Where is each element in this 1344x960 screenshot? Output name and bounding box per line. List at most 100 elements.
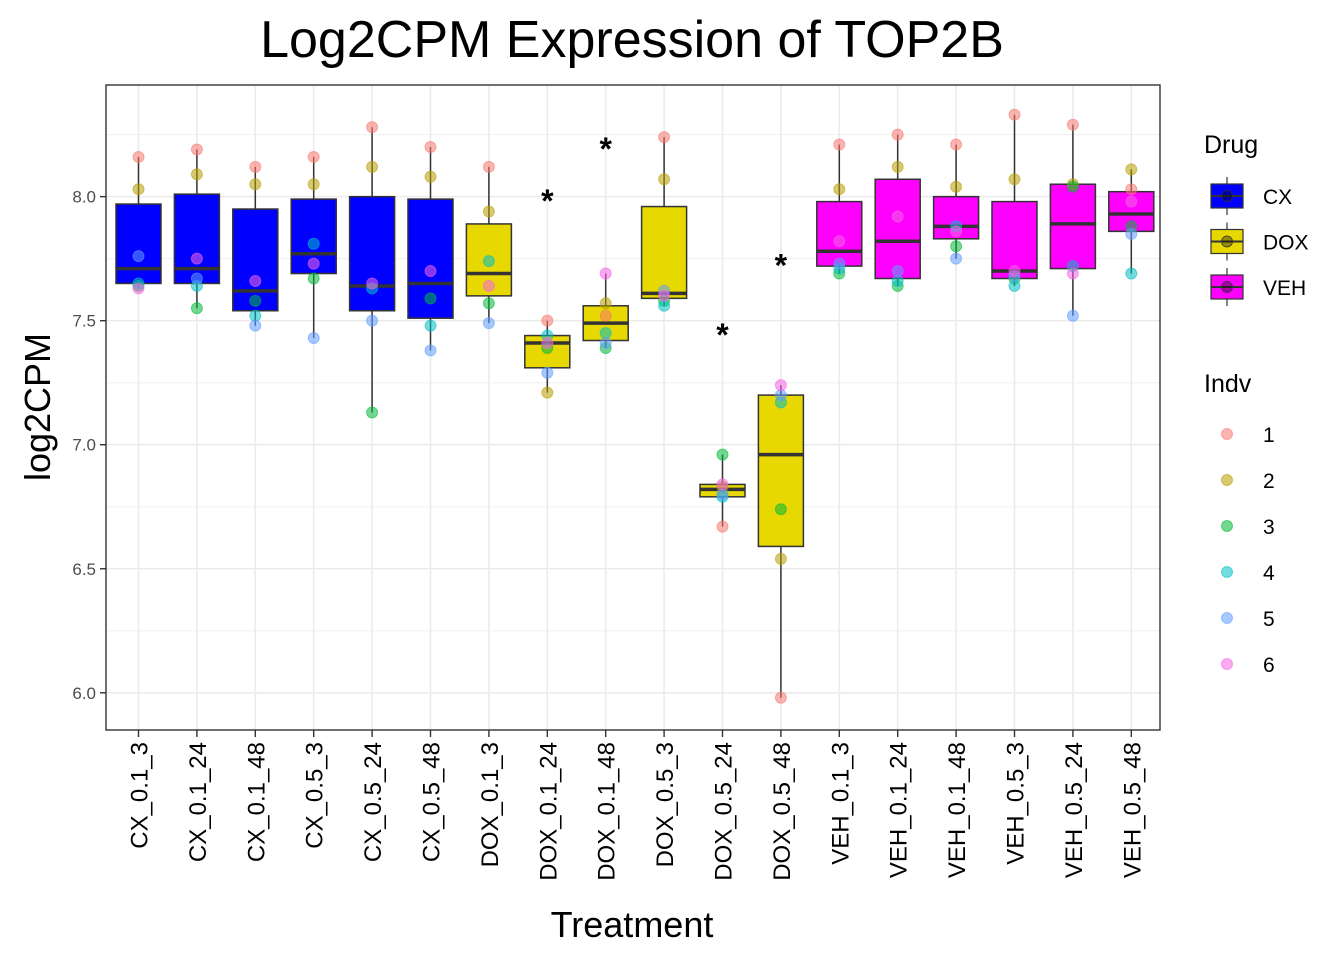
data-point-indv-1	[1066, 118, 1079, 131]
data-point-indv-4	[307, 237, 320, 250]
x-tick-label: DOX_0.5_3	[652, 742, 679, 867]
data-point-indv-6	[424, 265, 437, 278]
box-body	[232, 208, 279, 312]
legend-indv-item-4: 4	[1221, 562, 1275, 585]
plot-area: * * * *	[106, 85, 1160, 730]
data-point-indv-6	[1008, 265, 1021, 278]
data-point-indv-5	[1125, 227, 1138, 240]
data-point-indv-2	[482, 205, 495, 218]
data-point-indv-1	[1125, 183, 1138, 196]
data-point-indv-3	[716, 448, 729, 461]
x-tick-label: VEH_0.1_48	[944, 742, 971, 878]
data-point-indv-2	[833, 183, 846, 196]
data-point-indv-2	[1008, 173, 1021, 186]
legend-indv-item-6: 6	[1221, 654, 1275, 677]
chart-title: Log2CPM Expression of TOP2B	[260, 11, 1004, 69]
axes: 6.0 6.5 7.0 7.5 8.0 CX_0.1_3 CX_0.1_24 CX_0.1_4…	[72, 188, 1146, 881]
box-DOX_0.5_48	[757, 385, 805, 698]
data-point-indv-2	[599, 297, 612, 310]
box-VEH_0.1_24	[874, 134, 921, 286]
y-tick-label: 6.0	[72, 684, 96, 703]
data-point-indv-5	[774, 389, 787, 402]
x-tick-label: CX_0.1_24	[185, 742, 212, 862]
legend-indv-title: Indv	[1204, 370, 1252, 398]
legend-drug-label: DOX	[1263, 232, 1309, 255]
x-axis-title: Treatment	[551, 904, 714, 945]
x-tick-label: DOX_0.1_3	[477, 742, 504, 867]
data-point-indv-1	[774, 691, 787, 704]
legend-key-point	[1221, 235, 1233, 248]
data-point-indv-5	[541, 366, 554, 379]
x-tick-label: CX_0.5_24	[360, 742, 387, 862]
data-point-indv-1	[482, 160, 495, 173]
legend-drug-item-veh: VEH	[1210, 268, 1306, 306]
data-point-indv-1	[658, 131, 671, 144]
data-point-indv-1	[366, 121, 379, 134]
data-point-indv-6	[891, 210, 904, 223]
box-body	[874, 178, 921, 280]
x-tick-label: CX_0.5_3	[302, 742, 329, 849]
data-point-indv-5	[366, 314, 379, 327]
data-point-indv-4	[482, 255, 495, 268]
x-tick-label: DOX_0.1_24	[535, 742, 562, 881]
legend-drug-item-dox: DOX	[1210, 222, 1309, 261]
data-point-indv-2	[774, 552, 787, 565]
y-tick-label: 7.5	[72, 312, 96, 331]
legend-key-point	[1221, 566, 1233, 578]
data-point-indv-2	[307, 178, 320, 191]
legend-drug-label: VEH	[1263, 277, 1306, 300]
data-point-indv-6	[774, 379, 787, 392]
data-point-indv-4	[891, 274, 904, 287]
legend-indv-label: 6	[1263, 654, 1275, 677]
data-point-indv-1	[891, 128, 904, 141]
data-point-indv-1	[716, 520, 729, 533]
data-point-indv-1	[599, 309, 612, 322]
data-point-indv-5	[190, 272, 203, 285]
legend-key-point	[1221, 520, 1233, 532]
x-tick-label: VEH_0.1_3	[827, 742, 854, 865]
data-point-indv-5	[950, 252, 963, 265]
data-point-indv-6	[366, 277, 379, 290]
significance-asterisk: *	[775, 248, 788, 284]
data-point-indv-5	[424, 344, 437, 357]
data-point-indv-1	[307, 150, 320, 163]
data-point-indv-3	[950, 240, 963, 253]
data-point-indv-6	[190, 252, 203, 265]
y-tick-label: 8.0	[72, 188, 96, 207]
data-point-indv-2	[541, 386, 554, 399]
data-point-indv-6	[482, 279, 495, 292]
x-tick-label: CX_0.1_3	[127, 742, 154, 849]
data-point-indv-6	[833, 235, 846, 248]
data-point-indv-1	[950, 138, 963, 151]
legend-key-point	[1221, 428, 1233, 440]
legend-key-point	[1221, 190, 1233, 202]
legend-key-point	[1221, 658, 1233, 670]
data-point-indv-1	[833, 138, 846, 151]
box-body	[757, 394, 805, 548]
y-tick-label: 6.5	[72, 560, 96, 579]
y-axis-title: log2CPM	[17, 333, 58, 481]
significance-asterisk: *	[599, 131, 612, 167]
data-point-indv-6	[249, 274, 262, 287]
x-tick-label: VEH_0.1_24	[886, 742, 913, 878]
x-tick-label: CX_0.5_48	[419, 742, 446, 862]
legend: Drug CX DOX VEH Indv 1 2 3 4 5 6	[1204, 131, 1309, 677]
data-point-indv-3	[1066, 180, 1079, 193]
data-point-indv-3	[366, 406, 379, 419]
data-point-indv-1	[249, 160, 262, 173]
legend-key-point	[1221, 474, 1233, 486]
data-point-indv-6	[132, 282, 145, 295]
data-point-indv-3	[249, 294, 262, 307]
x-tick-label: VEH_0.5_24	[1061, 742, 1088, 878]
data-point-indv-5	[833, 257, 846, 270]
significance-asterisk: *	[716, 317, 729, 353]
data-point-indv-4	[1125, 267, 1138, 280]
legend-indv-label: 4	[1263, 562, 1275, 585]
x-tick-label: VEH_0.5_48	[1119, 742, 1146, 878]
legend-indv-label: 3	[1263, 516, 1275, 539]
legend-drug-label: CX	[1263, 186, 1292, 209]
box-VEH_0.5_24	[1049, 124, 1097, 316]
data-point-indv-3	[190, 302, 203, 315]
